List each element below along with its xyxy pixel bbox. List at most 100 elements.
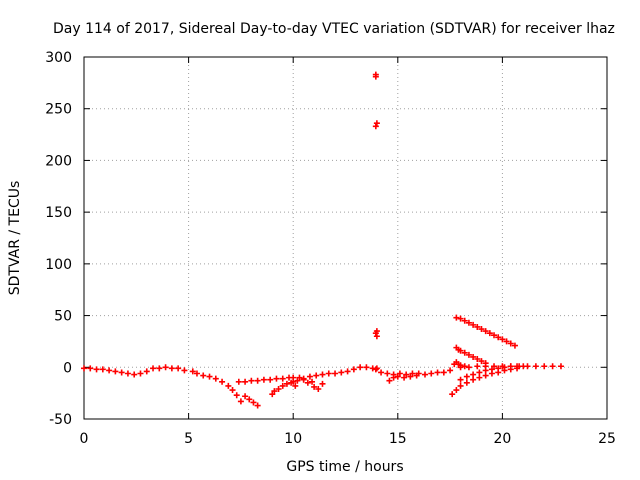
data-point (124, 370, 131, 377)
data-point (474, 363, 481, 370)
data-point (457, 315, 464, 322)
data-point (229, 387, 236, 394)
data-point (461, 317, 468, 324)
data-point (150, 365, 157, 372)
data-point (118, 369, 125, 376)
data-point (549, 363, 556, 370)
y-tick-label: 100 (45, 257, 72, 273)
data-point (474, 356, 481, 363)
data-point (470, 371, 477, 378)
data-point (106, 367, 113, 374)
data-point (309, 378, 316, 385)
x-tick-label: 20 (493, 431, 511, 447)
data-series (457, 363, 564, 371)
data-series (269, 374, 326, 398)
data-point (372, 123, 379, 130)
data-point (275, 386, 282, 393)
data-point (524, 363, 531, 370)
data-point (482, 328, 489, 335)
data-point (219, 378, 226, 385)
data-point (273, 375, 280, 382)
data-point (168, 365, 175, 372)
data-point (474, 323, 481, 330)
x-tick-label: 10 (284, 431, 302, 447)
y-tick-label: 0 (63, 360, 72, 376)
data-point (267, 376, 274, 383)
data-point (461, 363, 468, 370)
data-point (99, 366, 106, 373)
data-point (162, 364, 169, 371)
data-point (304, 379, 311, 386)
data-point (421, 371, 428, 378)
data-point (250, 399, 257, 406)
data-point (156, 365, 163, 372)
data-point (373, 365, 380, 372)
data-point (260, 376, 267, 383)
y-tick-label: -50 (49, 412, 72, 428)
data-point (447, 367, 454, 374)
data-point (319, 371, 326, 378)
x-axis-label: GPS time / hours (286, 459, 403, 475)
data-points (81, 71, 564, 409)
data-point (499, 363, 506, 370)
data-point (384, 370, 391, 377)
y-axis-label: SDTVAR / TECUs (7, 181, 23, 296)
data-point (319, 380, 326, 387)
data-series (449, 365, 521, 398)
data-point (363, 364, 370, 371)
data-point (269, 391, 276, 398)
data-point (482, 372, 489, 379)
data-point (470, 321, 477, 328)
data-point (476, 369, 483, 376)
data-point (511, 342, 518, 349)
data-point (557, 363, 564, 370)
data-point (242, 393, 249, 400)
data-point (248, 377, 255, 384)
data-point (254, 377, 261, 384)
data-point (112, 368, 119, 375)
data-point (495, 334, 502, 341)
data-point (306, 373, 313, 380)
data-point (87, 365, 94, 372)
data-point (344, 368, 351, 375)
x-tick-label: 15 (389, 431, 407, 447)
data-series (300, 364, 379, 382)
data-point (294, 377, 301, 384)
data-point (325, 370, 332, 377)
data-point (131, 371, 138, 378)
data-point (283, 380, 290, 387)
data-point (470, 353, 477, 360)
data-point (516, 363, 523, 370)
data-series (235, 374, 297, 385)
data-point (390, 374, 397, 381)
data-point (532, 363, 539, 370)
data-point (212, 375, 219, 382)
data-point (453, 387, 460, 394)
data-point (93, 366, 100, 373)
data-point (332, 370, 339, 377)
data-point (461, 349, 468, 356)
data-point (476, 374, 483, 381)
data-point (338, 369, 345, 376)
data-point (143, 368, 150, 375)
data-point (350, 366, 357, 373)
data-point (428, 370, 435, 377)
data-point (290, 378, 297, 385)
data-point (482, 363, 489, 370)
data-point (457, 382, 464, 389)
data-series (386, 372, 420, 384)
data-point (491, 363, 498, 370)
data-point (491, 332, 498, 339)
data-point (225, 382, 232, 389)
y-tick-label: 250 (45, 102, 72, 118)
data-point (396, 370, 403, 377)
data-point (233, 392, 240, 399)
data-point (386, 377, 393, 384)
data-point (137, 370, 144, 377)
data-point (237, 398, 244, 405)
data-series (372, 71, 380, 372)
data-point (470, 376, 477, 383)
data-point (440, 369, 447, 376)
data-point (292, 382, 299, 389)
